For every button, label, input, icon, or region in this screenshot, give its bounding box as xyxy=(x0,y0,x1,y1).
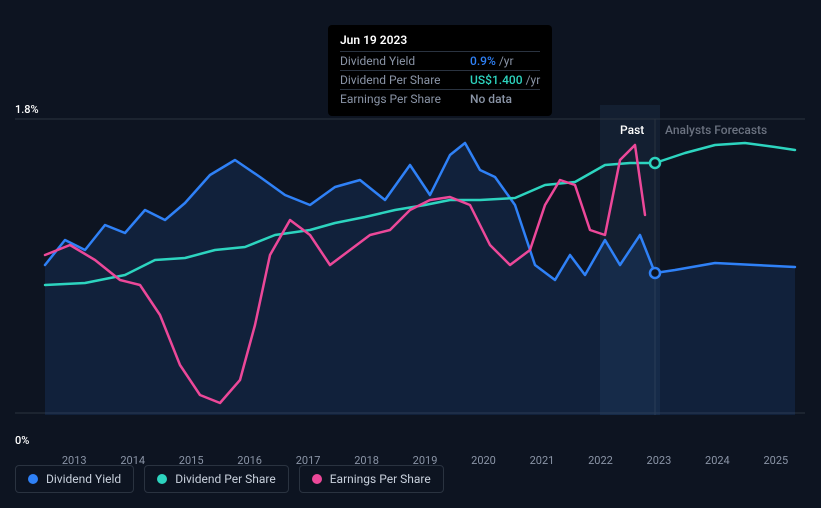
tooltip-row-label: Earnings Per Share xyxy=(340,92,470,106)
x-axis-label: 2024 xyxy=(688,454,746,467)
past-section-label: Past xyxy=(620,123,644,137)
legend-label: Dividend Per Share xyxy=(175,472,276,486)
x-axis-label: 2025 xyxy=(747,454,805,467)
tooltip-row-value: US$1.400 xyxy=(470,73,523,87)
legend-dot-icon xyxy=(28,474,38,484)
x-axis-label: 2022 xyxy=(571,454,629,467)
legend-dot-icon xyxy=(157,474,167,484)
tooltip-row-value: 0.9% xyxy=(470,54,496,68)
tooltip-row-unit: /yr xyxy=(499,54,514,68)
legend-item[interactable]: Earnings Per Share xyxy=(299,465,444,493)
tooltip-row-label: Dividend Per Share xyxy=(340,73,470,87)
legend-dot-icon xyxy=(312,474,322,484)
x-axis-label: 2020 xyxy=(454,454,512,467)
forecast-section-label: Analysts Forecasts xyxy=(665,123,767,137)
tooltip-date: Jun 19 2023 xyxy=(340,33,540,47)
tooltip-row: Earnings Per ShareNo data xyxy=(340,89,540,108)
y-axis-max-label: 1.8% xyxy=(15,103,39,116)
tooltip-row: Dividend Yield0.9%/yr xyxy=(340,51,540,70)
tooltip-row-label: Dividend Yield xyxy=(340,54,470,68)
legend-item[interactable]: Dividend Per Share xyxy=(144,465,289,493)
chart-legend: Dividend Yield Dividend Per Share Earnings… xyxy=(15,465,444,493)
x-axis-label: 2021 xyxy=(513,454,571,467)
tooltip-rows: Dividend Yield0.9%/yrDividend Per ShareU… xyxy=(340,51,540,108)
legend-item[interactable]: Dividend Yield xyxy=(15,465,134,493)
chart-svg xyxy=(15,105,805,415)
chart-tooltip: Jun 19 2023 Dividend Yield0.9%/yrDividen… xyxy=(328,25,552,116)
tooltip-row-value: No data xyxy=(470,92,512,106)
tooltip-row: Dividend Per ShareUS$1.400/yr xyxy=(340,70,540,89)
legend-label: Dividend Yield xyxy=(46,472,121,486)
y-axis-min-label: 0% xyxy=(15,434,29,447)
legend-label: Earnings Per Share xyxy=(330,472,431,486)
x-axis-label: 2023 xyxy=(630,454,688,467)
tooltip-row-unit: /yr xyxy=(526,73,541,87)
chart-container: 1.8% 0% Past Analysts Forecasts 20132014… xyxy=(15,105,805,445)
